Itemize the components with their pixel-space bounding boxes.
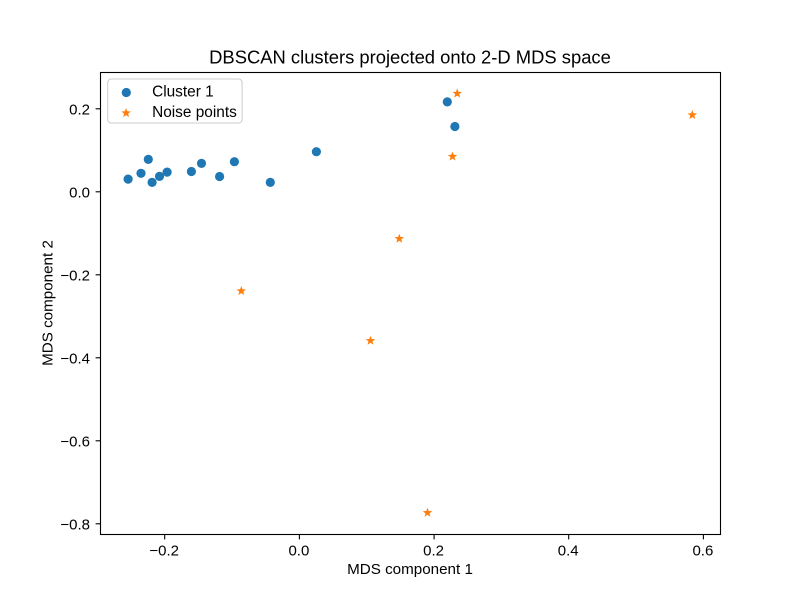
- svg-text:0.6: 0.6: [692, 543, 713, 560]
- svg-text:−0.6: −0.6: [60, 433, 90, 450]
- svg-text:−0.2: −0.2: [60, 267, 90, 284]
- svg-text:−0.8: −0.8: [60, 516, 90, 533]
- svg-text:MDS component 1: MDS component 1: [347, 561, 473, 578]
- svg-text:DBSCAN clusters projected onto: DBSCAN clusters projected onto 2-D MDS s…: [209, 46, 611, 67]
- svg-text:Cluster 1: Cluster 1: [152, 84, 214, 101]
- svg-text:−0.2: −0.2: [149, 543, 179, 560]
- svg-text:−0.4: −0.4: [60, 350, 90, 367]
- svg-text:0.2: 0.2: [423, 543, 444, 560]
- svg-text:0.2: 0.2: [69, 101, 90, 118]
- svg-text:MDS component 2: MDS component 2: [40, 240, 57, 366]
- svg-text:Noise points: Noise points: [152, 104, 237, 121]
- svg-text:0.0: 0.0: [288, 543, 309, 560]
- svg-text:0.0: 0.0: [69, 184, 90, 201]
- svg-text:0.4: 0.4: [558, 543, 579, 560]
